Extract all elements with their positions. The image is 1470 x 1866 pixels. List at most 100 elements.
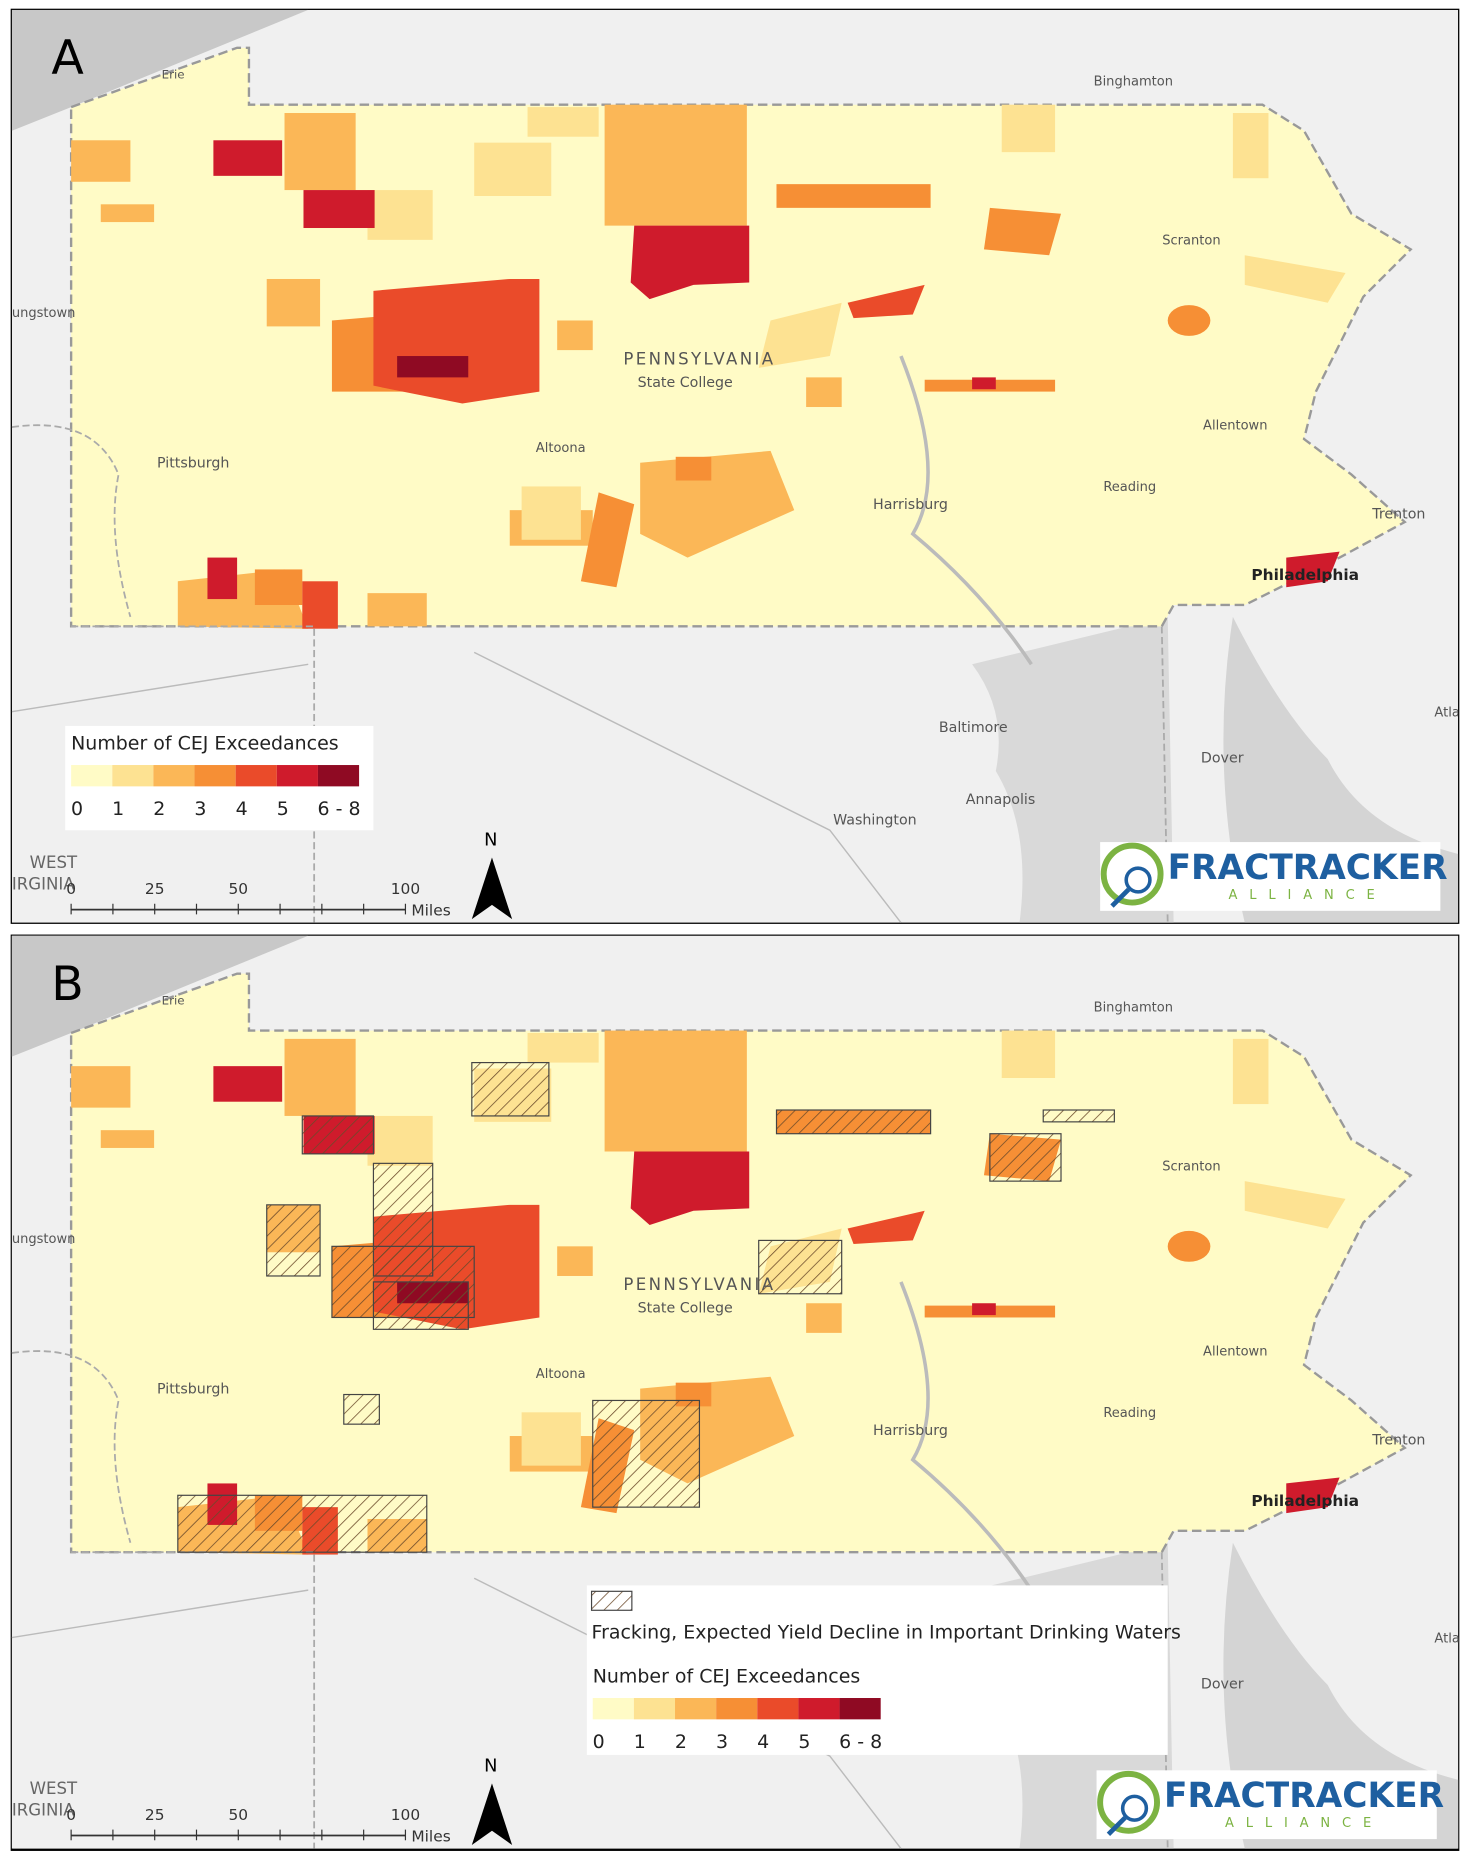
place-label: Washington	[833, 812, 917, 828]
scale-unit: Miles	[411, 902, 450, 920]
fracking-hatch	[989, 1133, 1062, 1182]
logo-globe	[1100, 842, 1164, 906]
legend-swatch	[716, 1698, 758, 1720]
place-label: Trenton	[1371, 506, 1425, 522]
north-label: N	[484, 1756, 497, 1777]
legend-class-label: 6 - 8	[318, 798, 361, 820]
legend-swatch	[276, 765, 318, 787]
place-label: WEST	[30, 853, 78, 872]
place-label: Erie	[162, 68, 185, 82]
legend-class-label: 1	[634, 1731, 646, 1753]
legend-swatch	[235, 765, 277, 787]
fracking-hatch	[372, 1281, 469, 1330]
legend-title: Number of CEJ Exceedances	[71, 733, 339, 755]
legend-box	[586, 1585, 1168, 1755]
fracking-hatch	[758, 1239, 843, 1295]
legend-swatch	[757, 1698, 799, 1720]
place-label: Binghamton	[1094, 75, 1173, 90]
logo-box	[1096, 1770, 1437, 1840]
legend-swatch	[633, 1698, 676, 1720]
legend-class-label: 6 - 8	[839, 1731, 882, 1753]
place-label: Dover	[1201, 751, 1244, 767]
legend-class-label: 4	[236, 798, 248, 820]
legend-class-label: 1	[112, 798, 124, 820]
legend-swatch	[839, 1698, 881, 1720]
place-label: PENNSYLVANIA	[623, 349, 775, 368]
legend-swatch	[112, 765, 154, 787]
fracking-hatch	[343, 1393, 380, 1425]
scale-unit: Miles	[411, 1827, 450, 1845]
place-label: IRGINIA	[12, 875, 75, 894]
place-label: Reading	[1103, 480, 1156, 495]
place-label: WEST	[30, 1779, 78, 1798]
fracking-hatch	[1042, 1109, 1115, 1123]
logo-box	[1100, 842, 1441, 911]
scale-label: 100	[391, 1806, 420, 1824]
scale-label: 0	[66, 1806, 76, 1824]
place-label: Philadelphia	[1251, 566, 1359, 584]
logo-lens	[1120, 1794, 1149, 1822]
legend-class-label: 5	[798, 1731, 810, 1753]
legend-class-label: 2	[153, 798, 165, 820]
north-label: N	[484, 830, 497, 851]
map-panel: Erie Binghamton ungstown Scranton PENNSYLVAN…	[10, 933, 1460, 1851]
legend-title: Number of CEJ Exceedances	[593, 1666, 861, 1688]
map-panel: Erie Binghamton ungstown Scranton PENNSYLVAN…	[11, 9, 1459, 923]
legend-class-label: 0	[593, 1731, 605, 1753]
logo-handle	[1110, 887, 1131, 908]
fracking-hatch	[177, 1494, 428, 1553]
logo-name: FRACTRACKER	[1168, 848, 1448, 888]
fracking-hatch	[301, 1115, 375, 1155]
place-label: Reading	[1103, 1406, 1156, 1421]
place-label: Atla	[1434, 1631, 1459, 1646]
place-label: Annapolis	[966, 792, 1035, 808]
place-label: Philadelphia	[1251, 1492, 1359, 1510]
logo-lens	[1124, 866, 1152, 894]
place-label: Scranton	[1162, 1159, 1220, 1174]
legend-swatch	[675, 1698, 717, 1720]
place-label: ungstown	[12, 1232, 76, 1247]
scale-label: 0	[66, 880, 76, 898]
fracking-hatch	[592, 1399, 701, 1508]
panel-label: A	[51, 31, 84, 86]
legend-swatch	[592, 1698, 634, 1720]
legend-swatch	[798, 1698, 840, 1720]
logo-name: FRACTRACKER	[1164, 1776, 1444, 1816]
place-label: Allentown	[1203, 1344, 1267, 1359]
north-arrow	[471, 857, 513, 920]
legend-swatch	[317, 765, 360, 787]
place-label: Harrisburg	[873, 497, 948, 513]
place-label: State College	[638, 1301, 733, 1317]
scale-label: 50	[228, 880, 248, 898]
legend-class-label: 3	[194, 798, 206, 820]
logo-handle	[1106, 1816, 1127, 1837]
fracking-hatch	[266, 1204, 321, 1277]
place-label: Pittsburgh	[157, 455, 229, 471]
legend-class-label: 5	[277, 798, 289, 820]
logo-sub: ALLIANCE	[1229, 888, 1387, 903]
legend-swatch	[194, 765, 236, 787]
legend-class-label: 2	[675, 1731, 687, 1753]
place-label: Atla	[1434, 705, 1459, 720]
north-arrow	[471, 1783, 513, 1846]
place-label: Altoona	[536, 1367, 586, 1382]
legend-hatch-label: Fracking, Expected Yield Decline in Impo…	[592, 1622, 1181, 1644]
scale-label: 25	[145, 1806, 165, 1824]
place-label: State College	[638, 375, 733, 391]
scale-label: 50	[228, 1806, 248, 1824]
place-label: Harrisburg	[873, 1423, 948, 1439]
scale-label: 100	[391, 880, 420, 898]
legend-hatch-swatch	[590, 1590, 633, 1611]
fracking-hatch	[775, 1109, 932, 1135]
place-label: PENNSYLVANIA	[623, 1275, 775, 1294]
place-label: Allentown	[1203, 419, 1267, 434]
place-label: Pittsburgh	[157, 1381, 229, 1397]
logo-globe	[1097, 1770, 1160, 1834]
place-label: Trenton	[1371, 1432, 1425, 1448]
place-label: Scranton	[1162, 234, 1220, 249]
place-label: ungstown	[12, 306, 76, 321]
fracking-hatch	[471, 1061, 550, 1117]
place-label: Dover	[1201, 1677, 1244, 1693]
logo-sub: ALLIANCE	[1225, 1816, 1383, 1831]
